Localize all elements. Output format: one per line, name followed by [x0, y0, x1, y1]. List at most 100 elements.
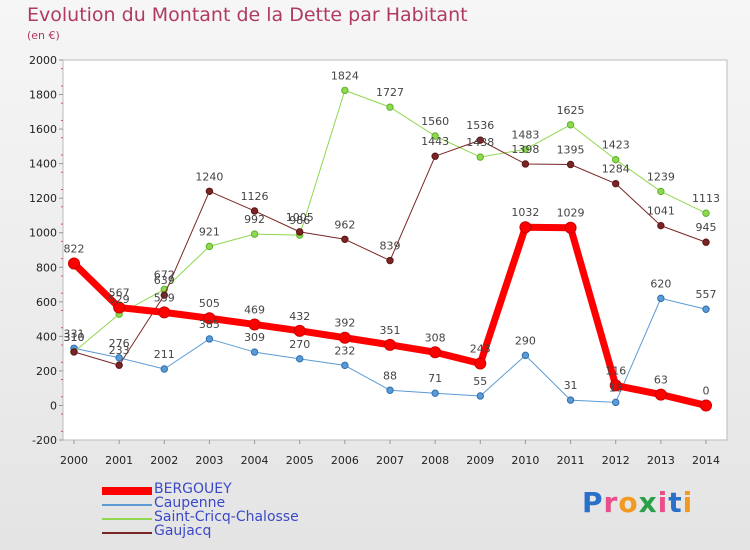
data-point	[654, 388, 667, 401]
data-point	[70, 348, 78, 356]
data-label: 1041	[647, 205, 675, 218]
data-label: 18	[609, 381, 623, 394]
data-point	[248, 318, 261, 331]
data-point	[160, 365, 168, 373]
legend-label: BERGOUEY	[154, 481, 232, 497]
x-tick-label: 2008	[421, 454, 449, 467]
data-point	[657, 294, 665, 303]
data-label: 232	[334, 344, 355, 357]
legend-label: Saint-Cricq-Chalosse	[154, 509, 299, 525]
data-point	[702, 238, 710, 246]
data-point	[700, 399, 712, 412]
data-label: 1727	[376, 86, 404, 99]
data-point	[341, 86, 349, 95]
y-tick-label: 0	[50, 399, 57, 412]
data-label: 1005	[286, 211, 314, 224]
data-point	[476, 136, 484, 144]
data-point	[566, 396, 575, 404]
data-label: 639	[154, 274, 175, 287]
x-tick-label: 2006	[331, 454, 359, 467]
data-label: 1560	[421, 115, 449, 128]
data-point	[113, 301, 126, 314]
data-label: 31	[564, 379, 578, 392]
data-point	[566, 160, 575, 169]
data-point	[657, 187, 665, 196]
data-label: 672	[154, 268, 175, 281]
proxiti-logo: Proxiti	[582, 486, 693, 519]
y-tick-label: 1400	[29, 158, 57, 171]
data-point	[521, 145, 530, 154]
data-point	[702, 209, 710, 217]
data-point	[160, 291, 168, 299]
logo-letter: i	[657, 486, 669, 519]
y-tick-label: 1600	[29, 123, 57, 136]
chart-title: Evolution du Montant de la Dette par Hab…	[27, 4, 468, 26]
data-point	[158, 306, 171, 319]
data-point	[205, 335, 214, 343]
data-label: 351	[380, 324, 401, 337]
data-point	[612, 398, 620, 407]
data-point	[250, 207, 259, 215]
legend-swatch	[102, 504, 152, 506]
data-point	[431, 132, 439, 140]
y-tick-label: 200	[36, 365, 57, 378]
data-point	[341, 361, 349, 370]
legend-swatch	[102, 532, 152, 534]
data-label: 529	[109, 293, 130, 306]
y-tick-label: 1200	[29, 192, 57, 205]
data-label: 1398	[511, 143, 539, 156]
data-label: 310	[64, 331, 85, 344]
x-tick-label: 2002	[150, 454, 178, 467]
data-label: 469	[244, 303, 265, 316]
data-label: 539	[154, 291, 175, 304]
data-label: 1240	[195, 170, 223, 183]
y-tick-label: 800	[36, 261, 57, 274]
data-label: 308	[425, 331, 446, 344]
data-label: 233	[109, 344, 130, 357]
data-point	[521, 160, 530, 168]
data-label: 432	[289, 310, 310, 323]
data-label: 55	[473, 375, 487, 388]
x-tick-label: 2012	[602, 454, 630, 467]
chart-subtitle: (en €)	[27, 29, 60, 42]
data-label: 1483	[511, 128, 539, 141]
x-tick-label: 2003	[195, 454, 223, 467]
data-point	[296, 355, 304, 363]
x-tick-label: 2007	[376, 454, 404, 467]
data-point	[476, 392, 484, 400]
data-label: 567	[109, 287, 130, 300]
data-label: 270	[289, 338, 310, 351]
data-label: 505	[199, 297, 220, 310]
logo-letter: r	[603, 486, 619, 519]
x-tick-label: 2014	[692, 454, 720, 467]
x-tick-label: 2011	[557, 454, 585, 467]
legend-swatch	[102, 518, 152, 520]
x-tick-label: 2005	[286, 454, 314, 467]
data-label: 1113	[692, 192, 720, 205]
legend-swatch	[102, 487, 152, 495]
x-tick-label: 2010	[511, 454, 539, 467]
data-label: 557	[696, 288, 717, 301]
data-point	[115, 354, 123, 362]
data-label: 1032	[511, 206, 539, 219]
data-label: 392	[334, 317, 355, 330]
data-label: 310	[64, 331, 85, 344]
x-tick-label: 2009	[466, 454, 494, 467]
logo-letter: P	[582, 486, 604, 519]
x-tick-label: 2000	[60, 454, 88, 467]
data-label: 71	[428, 372, 442, 385]
data-label: 1029	[557, 207, 585, 220]
data-point	[386, 256, 394, 265]
data-point	[431, 389, 439, 397]
data-label: 822	[64, 242, 85, 255]
data-point	[519, 221, 532, 234]
data-point	[293, 324, 306, 337]
data-label: 1536	[466, 119, 494, 132]
data-point	[250, 230, 259, 238]
data-label: 1126	[241, 190, 269, 203]
data-label: 986	[289, 214, 310, 227]
data-point	[702, 305, 710, 313]
legend-label: Gaujacq	[154, 523, 212, 539]
data-point	[566, 121, 575, 129]
data-label: 63	[654, 374, 668, 387]
